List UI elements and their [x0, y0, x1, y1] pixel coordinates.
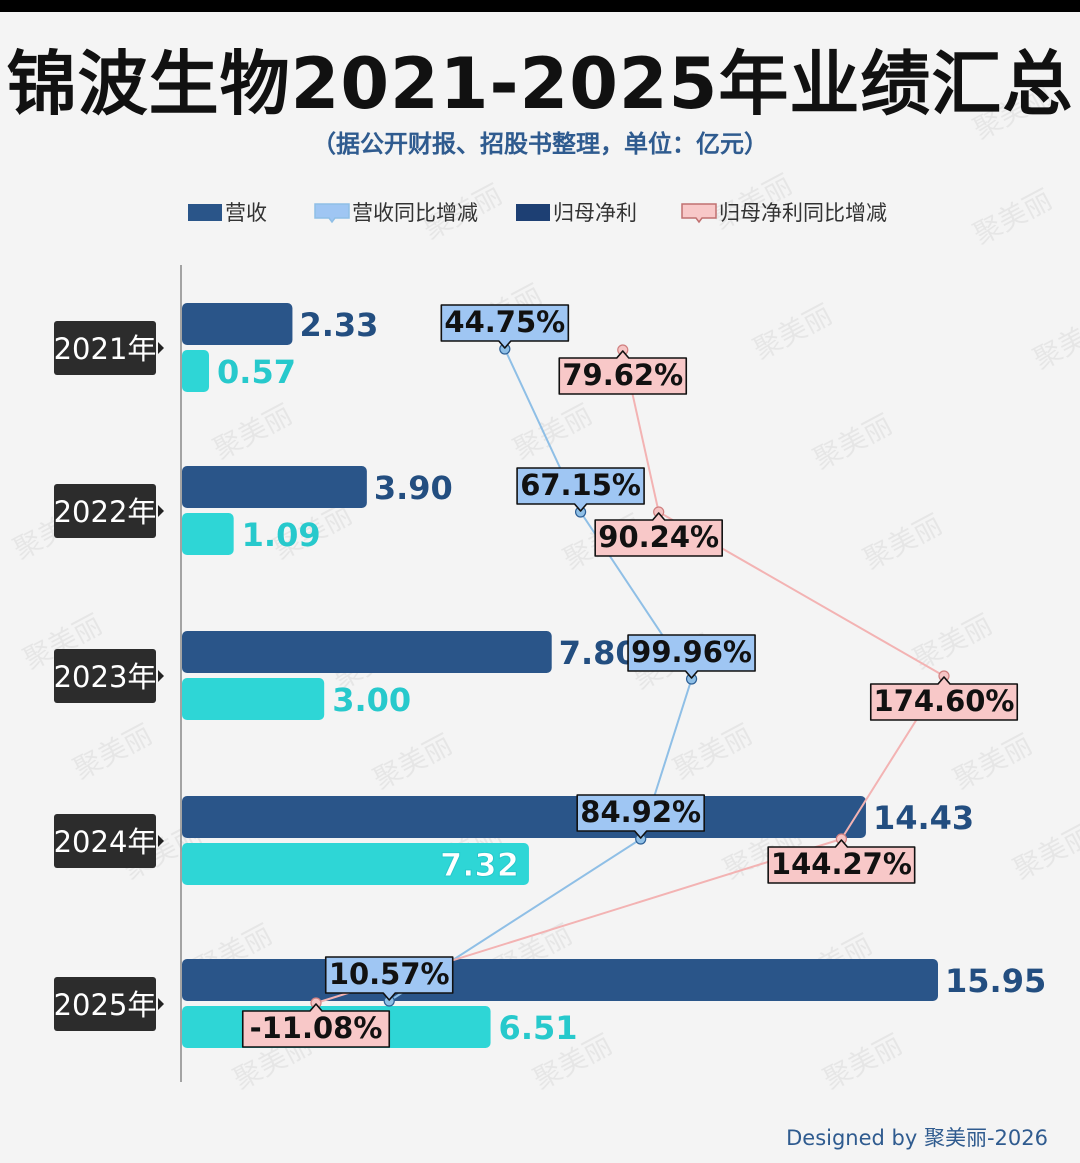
- net-profit-bar: [182, 843, 529, 885]
- profit-yoy-callout: -11.08%: [241, 1003, 391, 1048]
- net-profit-value-label: 6.51: [499, 1009, 578, 1047]
- profit-yoy-callout: 90.24%: [594, 512, 723, 557]
- legend-swatch: [681, 203, 717, 224]
- net-profit-value-label: 3.00: [332, 681, 411, 719]
- watermark-text: 聚美丽: [808, 408, 898, 477]
- top-bar: [0, 0, 1080, 12]
- net-profit-value-label: 7.32: [440, 846, 519, 884]
- footer-credit: Designed by 聚美丽-2026: [786, 1126, 1048, 1150]
- revenue-value-label: 3.90: [374, 469, 453, 507]
- watermark-text: 聚美丽: [908, 608, 998, 677]
- legend-swatch: [314, 203, 350, 224]
- legend-item: 营收同比增减: [314, 201, 478, 225]
- watermark-text: 聚美丽: [858, 508, 948, 577]
- bars-layer: 2.330.57 3.90 1.09 7.80 3.00 14.43 7.32 15.95 6.…: [182, 303, 1046, 1048]
- year-label: 2023年: [54, 649, 164, 703]
- year-labels: 2021年 2022年 2023年 2024年 2025年: [54, 321, 164, 1031]
- revenue-bar: [182, 959, 938, 1001]
- net-profit-bar: [182, 513, 234, 555]
- year-label-text: 2025年: [54, 988, 157, 1022]
- revenue-value-label: 15.95: [945, 962, 1046, 1000]
- revenue-yoy-callout: 67.15%: [516, 467, 645, 512]
- watermark-text: 聚美丽: [1008, 818, 1080, 887]
- year-label-text: 2021年: [54, 332, 157, 366]
- net-profit-bar: [182, 350, 210, 392]
- revenue-value-label: 7.80: [559, 634, 638, 672]
- watermark-text: 聚美丽: [968, 78, 1058, 147]
- revenue-bar: [182, 303, 293, 345]
- chart-title: 锦波生物2021-2025年业绩汇总: [6, 43, 1074, 125]
- year-label: 2025年: [54, 977, 164, 1031]
- net-profit-value-label: 0.57: [217, 353, 296, 391]
- legend-item: 归母净利: [516, 201, 637, 225]
- legend-swatch: [188, 204, 222, 221]
- year-label-text: 2023年: [54, 660, 157, 694]
- profit-yoy-callout-text: 144.27%: [771, 847, 912, 881]
- revenue-yoy-callout: 84.92%: [576, 794, 705, 839]
- watermark-text: 聚美丽: [508, 398, 598, 467]
- revenue-yoy-callout-text: 10.57%: [329, 957, 450, 991]
- year-label: 2022年: [54, 484, 164, 538]
- watermark-text: 聚美丽: [208, 398, 298, 467]
- watermark-text: 聚美丽: [368, 728, 458, 797]
- revenue-yoy-callout: 44.75%: [440, 304, 570, 349]
- revenue-value-label: 2.33: [299, 306, 378, 344]
- watermark-text: 聚美丽: [68, 718, 158, 787]
- yoy-callouts-layer: 44.75% 67.15% 99.96% 84.92% 10.57% 79.62% 90.2…: [241, 304, 1019, 1048]
- yoy-lines-layer: [310, 343, 950, 1009]
- legend-label: 归母净利: [553, 201, 637, 225]
- legend-item: 营收: [188, 201, 267, 225]
- watermark-text: 聚美丽: [668, 718, 758, 787]
- revenue-yoy-callout-text: 99.96%: [631, 635, 752, 669]
- watermark-text: 聚美丽: [818, 1028, 908, 1097]
- profit-yoy-callout-text: 79.62%: [562, 358, 683, 392]
- year-label-text: 2022年: [54, 495, 157, 529]
- revenue-bar: [182, 631, 552, 673]
- profit-yoy-callout: 174.60%: [869, 676, 1019, 721]
- chart-subtitle: （据公开财报、招股书整理，单位：亿元）: [312, 130, 768, 158]
- revenue-yoy-callout: 99.96%: [627, 634, 756, 679]
- year-label-text: 2024年: [54, 825, 157, 859]
- legend-label: 营收: [225, 201, 267, 225]
- profit-yoy-callout-text: 174.60%: [874, 684, 1015, 718]
- profit-yoy-callout-text: -11.08%: [250, 1011, 383, 1045]
- legend-swatch: [516, 204, 550, 221]
- net-profit-value-label: 1.09: [242, 516, 321, 554]
- year-label: 2024年: [54, 814, 164, 868]
- legend-item: 归母净利同比增减: [681, 201, 887, 225]
- revenue-yoy-callout-text: 84.92%: [580, 795, 701, 829]
- year-label: 2021年: [54, 321, 164, 375]
- watermark-text: 聚美丽: [968, 183, 1058, 252]
- profit-yoy-callout-text: 90.24%: [598, 520, 719, 554]
- revenue-yoy-callout: 10.57%: [324, 956, 454, 1001]
- legend-label: 归母净利同比增减: [719, 201, 887, 225]
- watermark-text: 聚美丽: [748, 298, 838, 367]
- revenue-bar: [182, 466, 367, 508]
- watermark-text: 聚美丽: [1028, 308, 1080, 377]
- revenue-yoy-callout-text: 67.15%: [520, 468, 641, 502]
- revenue-value-label: 14.43: [873, 799, 974, 837]
- revenue-bar: [182, 796, 866, 838]
- revenue-yoy-callout-text: 44.75%: [444, 305, 565, 339]
- profit-yoy-callout: 144.27%: [767, 839, 916, 884]
- legend: 营收 营收同比增减 归母净利 归母净利同比增减: [188, 201, 887, 225]
- profit-yoy-callout: 79.62%: [558, 350, 688, 395]
- net-profit-bar: [182, 678, 325, 720]
- watermark-text: 聚美丽: [948, 728, 1038, 797]
- legend-label: 营收同比增减: [352, 201, 478, 225]
